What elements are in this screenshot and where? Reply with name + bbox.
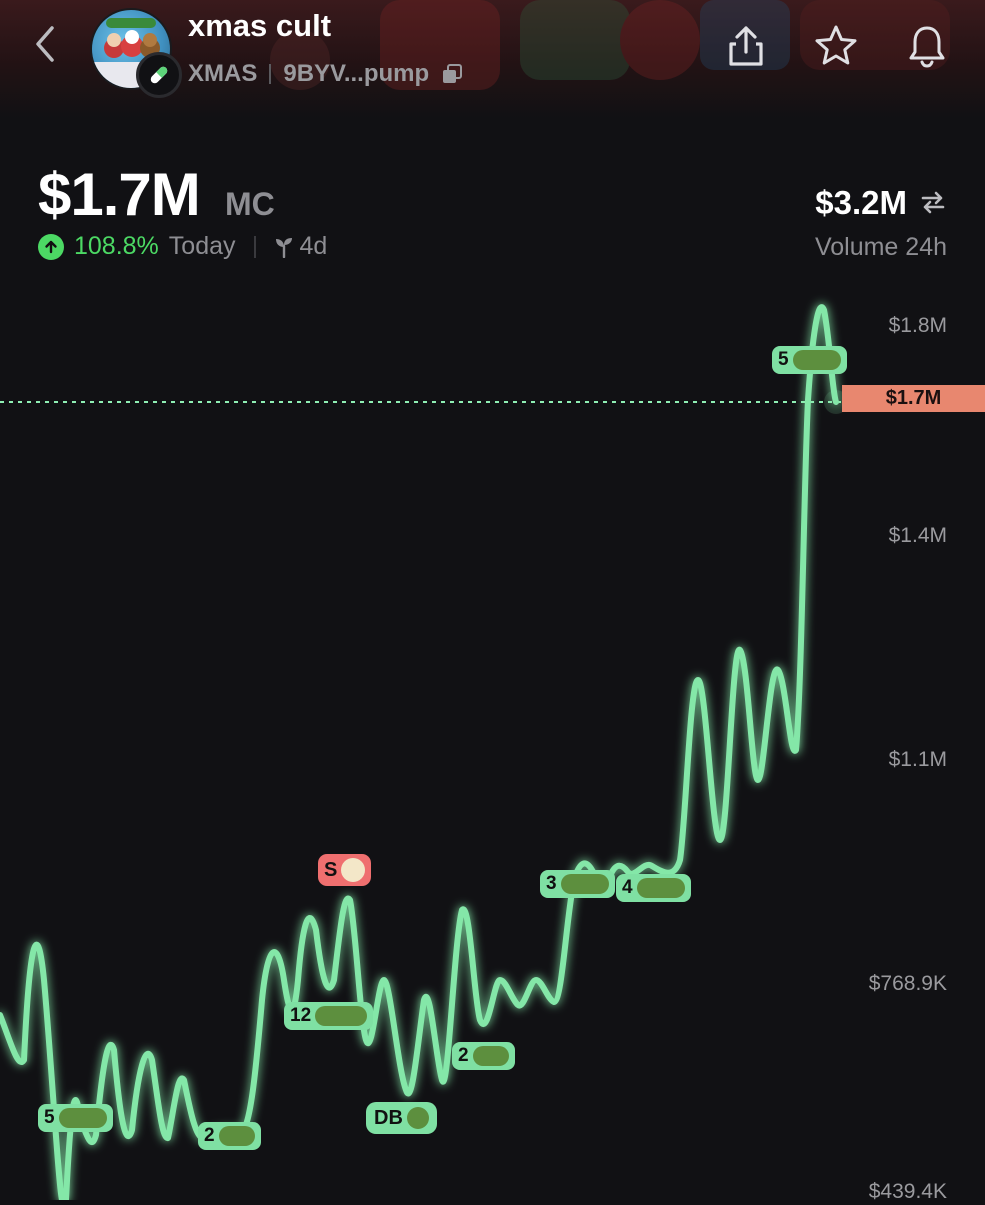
trade-marker-sell[interactable]: S — [318, 854, 372, 886]
price-line — [0, 304, 839, 1203]
token-age-value: 4d — [299, 232, 328, 260]
change-row: 108.8% Today 4d — [38, 232, 327, 261]
user-avatar-icon — [341, 858, 366, 882]
frog-avatar-icon — [406, 1107, 429, 1129]
trade-marker-count: 4 — [622, 877, 633, 898]
current-price-tag: $1.7M — [842, 385, 985, 412]
trade-marker-buy[interactable]: 4 — [616, 874, 691, 902]
trade-marker-buy[interactable]: 5 — [772, 346, 847, 374]
market-cap-value: $1.7M — [38, 161, 201, 228]
trade-marker-count: 5 — [778, 349, 789, 370]
y-axis-label: $1.4M — [888, 524, 947, 547]
y-axis-label: $439.4K — [868, 1180, 947, 1203]
y-axis-label: $768.9K — [868, 972, 947, 995]
divider — [253, 235, 256, 258]
trade-marker-buy[interactable]: 3 — [540, 870, 615, 898]
trade-marker-count: DB — [374, 1106, 403, 1129]
y-axis-label: $1.8M — [888, 314, 947, 337]
trade-marker-buy[interactable]: 12 — [284, 1002, 374, 1030]
back-chevron-icon[interactable] — [28, 22, 62, 66]
trade-marker-count: 3 — [546, 873, 557, 894]
arrow-up-icon — [38, 233, 64, 260]
trade-marker-label: S — [324, 858, 338, 881]
swap-icon[interactable] — [919, 188, 947, 216]
frog-avatar-icon — [58, 1108, 107, 1128]
market-cap-label: MC — [225, 186, 275, 222]
token-ticker: XMAS — [188, 60, 258, 87]
trade-marker-count: 2 — [458, 1045, 469, 1066]
trade-marker-buy[interactable]: 2 — [198, 1122, 261, 1150]
frog-avatar-icon — [472, 1046, 509, 1066]
change-period: Today — [168, 232, 236, 260]
star-icon[interactable] — [812, 22, 860, 70]
price-chart[interactable]: $1.8M $1.4M $1.1M $768.9K $439.4K $1.7M … — [0, 280, 985, 1203]
copy-icon[interactable] — [441, 63, 463, 85]
pill-icon — [150, 66, 168, 84]
share-icon[interactable] — [722, 22, 770, 70]
platform-badge — [136, 52, 182, 98]
frog-avatar-icon — [560, 874, 609, 894]
volume-label: Volume 24h — [814, 233, 947, 261]
contract-address[interactable]: 9BYV...pump — [283, 60, 430, 87]
frog-avatar-icon — [315, 1006, 368, 1026]
trade-marker-buy[interactable]: 2 — [452, 1042, 515, 1070]
volume-value: $3.2M — [815, 184, 907, 221]
trade-marker-count: 12 — [290, 1005, 312, 1026]
token-name: xmas cult — [188, 8, 332, 43]
token-header: xmas cult XMAS 9BYV...pump — [0, 0, 985, 118]
frog-avatar-icon — [636, 878, 685, 898]
trade-marker-buy[interactable]: DB — [366, 1102, 437, 1134]
frog-avatar-icon — [218, 1126, 255, 1146]
y-axis-label: $1.1M — [888, 748, 947, 771]
trade-marker-buy[interactable]: 5 — [38, 1104, 113, 1132]
trade-marker-count: 5 — [44, 1107, 55, 1128]
token-subtitle-row: XMAS 9BYV...pump — [188, 60, 463, 88]
bell-icon[interactable] — [903, 22, 951, 70]
frog-avatar-icon — [792, 350, 841, 370]
divider — [269, 64, 272, 84]
change-percent: 108.8% — [74, 232, 159, 260]
token-age: 4d — [274, 232, 328, 261]
trade-marker-count: 2 — [204, 1125, 215, 1146]
sprout-icon — [275, 237, 292, 258]
